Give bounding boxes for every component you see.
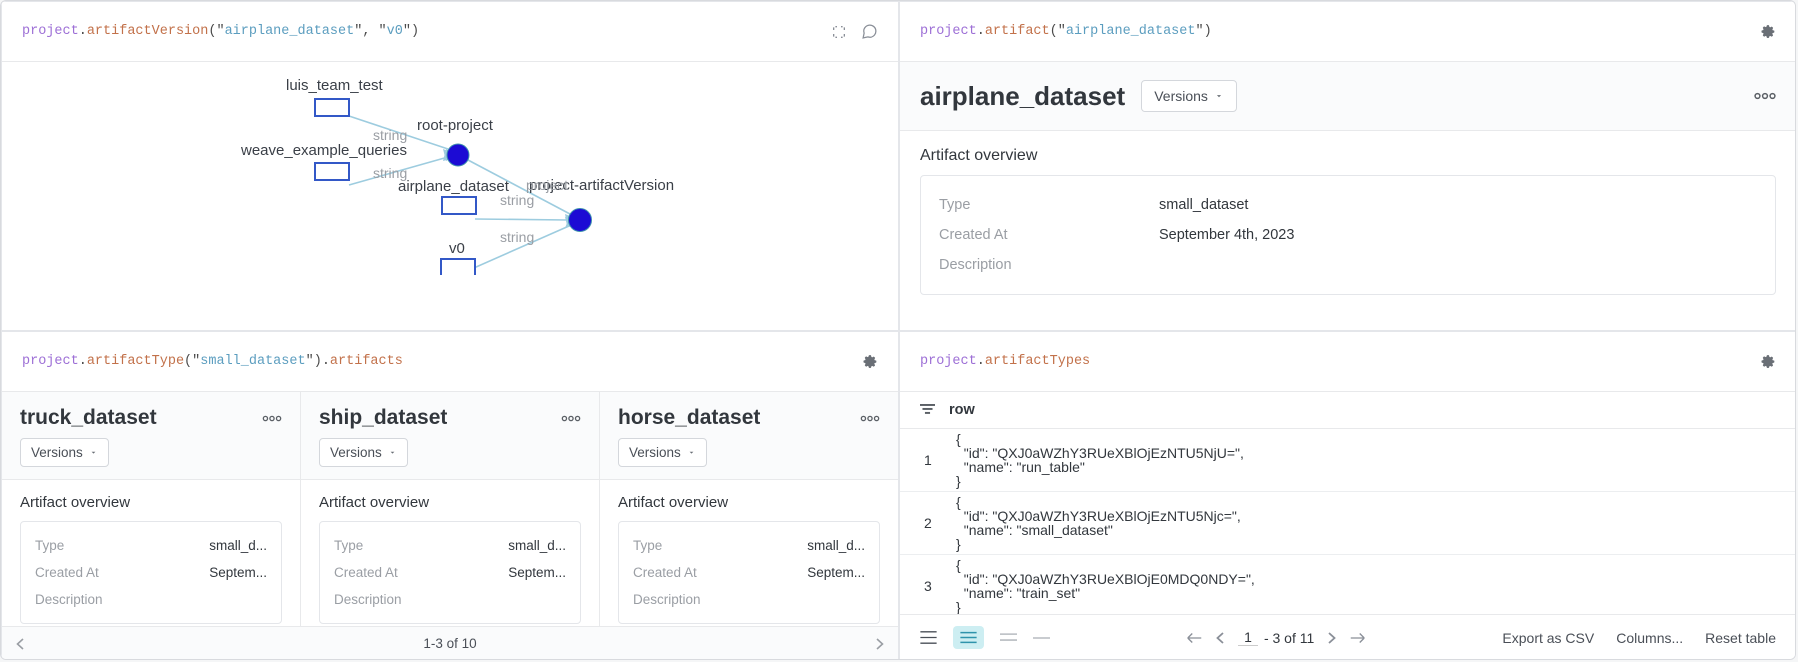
svg-text:weave_example_queries: weave_example_queries [240,142,407,159]
svg-text:v0: v0 [449,240,465,257]
svg-text:string: string [373,165,407,181]
svg-text:root-project: root-project [417,117,494,134]
svg-text:string: string [500,192,534,208]
svg-text:airplane_dataset: airplane_dataset [398,178,510,195]
svg-text:project: project [526,177,568,193]
svg-text:luis_team_test: luis_team_test [286,77,384,94]
svg-text:string: string [373,127,407,143]
svg-text:string: string [500,229,534,245]
